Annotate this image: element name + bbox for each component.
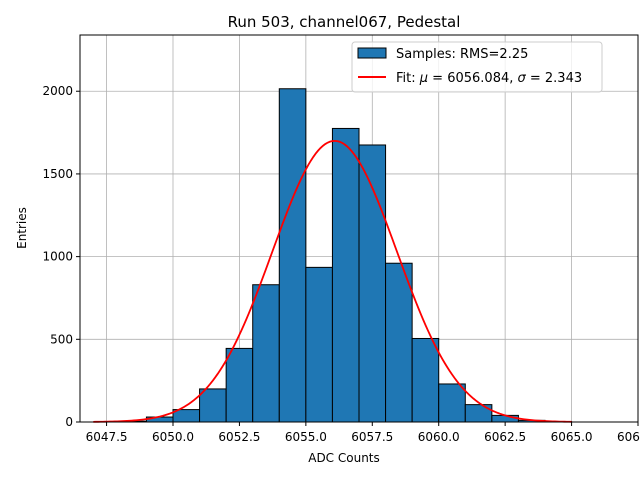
x-tick-label: 6065.0 — [551, 430, 593, 444]
x-tick-label: 6050.0 — [152, 430, 194, 444]
x-tick-label: 6055.0 — [285, 430, 327, 444]
histogram-bar — [225, 347, 254, 423]
histogram-bar — [305, 266, 333, 423]
legend-bar-swatch — [357, 47, 387, 59]
x-tick-label: 6057.5 — [351, 430, 393, 444]
x-tick-label: 6062.5 — [484, 430, 526, 444]
legend-fit-label: Fit: μ = 6056.084, σ = 2.343 — [396, 71, 582, 86]
y-tick-label: 0 — [65, 415, 73, 429]
fit-curve — [93, 139, 572, 423]
histogram-bar — [438, 383, 466, 423]
legend-samples-label: Samples: RMS=2.25 — [396, 47, 528, 62]
y-tick-label: 2000 — [42, 84, 73, 98]
histogram-bar — [491, 414, 519, 423]
histogram-bar — [411, 337, 440, 423]
legend: Samples: RMS=2.25 Fit: μ = 6056.084, σ =… — [351, 41, 603, 93]
histogram-bar — [252, 284, 280, 423]
histogram-bar — [385, 262, 413, 423]
x-tick-label: 6067.5 — [617, 430, 640, 444]
histogram-bar — [331, 127, 360, 423]
fit-curve-layer — [93, 139, 572, 423]
x-axis-ticks: 6047.5 6050.0 6052.5 6055.0 6057.5 6060.0 6062… — [86, 422, 640, 444]
y-tick-label: 1000 — [42, 250, 73, 264]
x-tick-label: 6060.0 — [418, 430, 460, 444]
x-tick-label: 6047.5 — [86, 430, 128, 444]
legend-box — [351, 41, 603, 93]
y-axis-ticks: 0 500 1000 1500 2000 — [42, 84, 80, 429]
chart-title: Run 503, channel067, Pedestal — [228, 13, 461, 31]
y-axis-label: Entries — [15, 207, 29, 249]
x-tick-label: 6052.5 — [218, 430, 260, 444]
plot-frame — [79, 34, 639, 423]
y-tick-label: 1500 — [42, 167, 73, 181]
histogram-bar — [278, 88, 307, 423]
histogram-bar — [464, 404, 493, 423]
histogram-bar — [199, 388, 227, 423]
x-axis-label: ADC Counts — [308, 451, 380, 465]
y-tick-label: 500 — [50, 332, 73, 346]
histogram-bars — [119, 88, 573, 423]
